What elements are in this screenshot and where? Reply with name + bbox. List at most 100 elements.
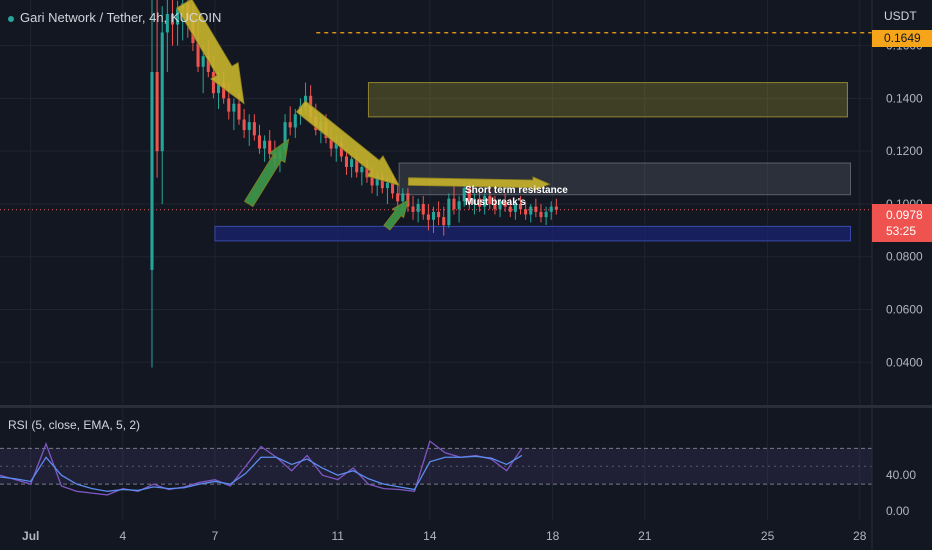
candle-body — [513, 203, 517, 212]
last-price-badge: 0.0978 53:25 — [872, 204, 932, 242]
candle-body — [549, 206, 553, 212]
last-price: 0.0978 — [886, 208, 923, 222]
candle-body — [437, 211, 441, 218]
candle-body — [237, 103, 241, 120]
rsi-pane — [0, 440, 872, 496]
candle-body — [350, 159, 354, 168]
candle-body — [391, 182, 395, 194]
upper-resistance-zone — [367, 82, 848, 118]
candle-body — [554, 206, 558, 210]
candle-body — [493, 203, 497, 210]
candle-body — [508, 206, 512, 212]
rsi-axis-tick: 0.00 — [886, 504, 910, 518]
candle-body — [365, 167, 369, 178]
candle-body — [206, 56, 210, 73]
candle-body — [334, 143, 338, 149]
candle-body — [252, 122, 256, 136]
candle-body — [268, 140, 272, 154]
candle-body — [339, 143, 343, 157]
candle-body — [247, 122, 251, 131]
candle-body — [426, 214, 430, 220]
time-axis-tick: 4 — [119, 529, 126, 543]
symbol-title-text: Gari Network / Tether, 4h, KUCOIN — [20, 10, 222, 25]
candle-body — [544, 211, 548, 218]
candle-body — [462, 188, 466, 202]
time-axis-tick: 11 — [332, 529, 345, 543]
price-axis-tick: 0.0400 — [886, 355, 923, 369]
resistance-note: Short term resistance — [465, 185, 568, 196]
pane-separator-bar — [0, 405, 932, 408]
candle-body — [160, 32, 164, 152]
bounce-arrow-icon — [243, 138, 290, 208]
pane-separator[interactable] — [0, 405, 932, 408]
price-zones — [214, 82, 852, 242]
price-levels — [0, 32, 872, 211]
candle-body — [355, 159, 359, 173]
candle-body — [524, 209, 528, 215]
candle-body — [416, 203, 420, 212]
candle-body — [216, 82, 221, 94]
candle-body — [211, 72, 215, 94]
candle-body — [344, 156, 349, 168]
breakout-note: Must break's — [465, 197, 526, 208]
candle-body — [263, 140, 267, 149]
candle-body — [534, 206, 538, 212]
candle-body — [396, 193, 400, 202]
candle-body — [150, 72, 154, 270]
candle-body — [196, 43, 200, 67]
resistance-arrow-icon — [407, 176, 551, 192]
candle-body — [375, 177, 379, 186]
candle-body — [518, 203, 523, 210]
candle-body — [442, 217, 446, 226]
candle-body — [165, 13, 169, 33]
bounce-arrow-icon — [383, 199, 410, 231]
downtrend-arrow-icon — [176, 0, 245, 105]
time-axis-tick: 7 — [212, 529, 219, 543]
candle-body — [380, 177, 384, 189]
annotation-arrows — [176, 0, 551, 231]
bar-countdown: 53:25 — [886, 224, 917, 238]
price-axis-tick: 0.0600 — [886, 302, 923, 316]
candle-body — [452, 198, 456, 210]
candle-body — [242, 119, 246, 131]
candle-body — [401, 193, 405, 202]
candle-body — [293, 114, 297, 128]
time-axis-tick: 21 — [638, 529, 652, 543]
candle-body — [503, 201, 507, 207]
candle-body — [360, 167, 364, 173]
market-status-icon — [8, 15, 14, 22]
rsi-ema-line — [0, 454, 523, 492]
candle-body — [370, 177, 374, 186]
rsi-axis-tick: 40.00 — [886, 468, 916, 482]
rsi-line — [0, 440, 523, 496]
candle-body — [483, 196, 487, 207]
candle-body — [478, 198, 482, 207]
candle-body — [431, 211, 436, 220]
rsi-band-fill — [0, 448, 872, 485]
candle-body — [329, 137, 333, 149]
downtrend-arrow-icon — [295, 100, 400, 187]
candle-body — [201, 56, 205, 67]
candle-body — [411, 206, 415, 212]
candle-body — [498, 201, 502, 210]
candle-body — [283, 122, 287, 152]
price-axis-tick: 0.1400 — [886, 91, 923, 105]
symbol-title[interactable]: Gari Network / Tether, 4h, KUCOIN — [8, 10, 221, 25]
candle-body — [488, 196, 492, 204]
time-axis-tick: 28 — [853, 529, 867, 543]
time-axis-tick: Jul — [22, 529, 39, 543]
time-axis-tick: 18 — [546, 529, 560, 543]
price-axis-tick: 0.1200 — [886, 144, 923, 158]
candle-body — [421, 203, 425, 215]
candle-body — [170, 13, 174, 25]
support-zone — [214, 225, 852, 242]
candle-body — [257, 135, 262, 149]
candle-body — [227, 98, 231, 112]
rsi-indicator-title[interactable]: RSI (5, close, EMA, 5, 2) — [8, 418, 141, 432]
candle-body — [155, 72, 159, 152]
candle-body — [457, 201, 461, 210]
candle-body — [447, 198, 451, 226]
time-axis-tick: 14 — [423, 529, 437, 543]
